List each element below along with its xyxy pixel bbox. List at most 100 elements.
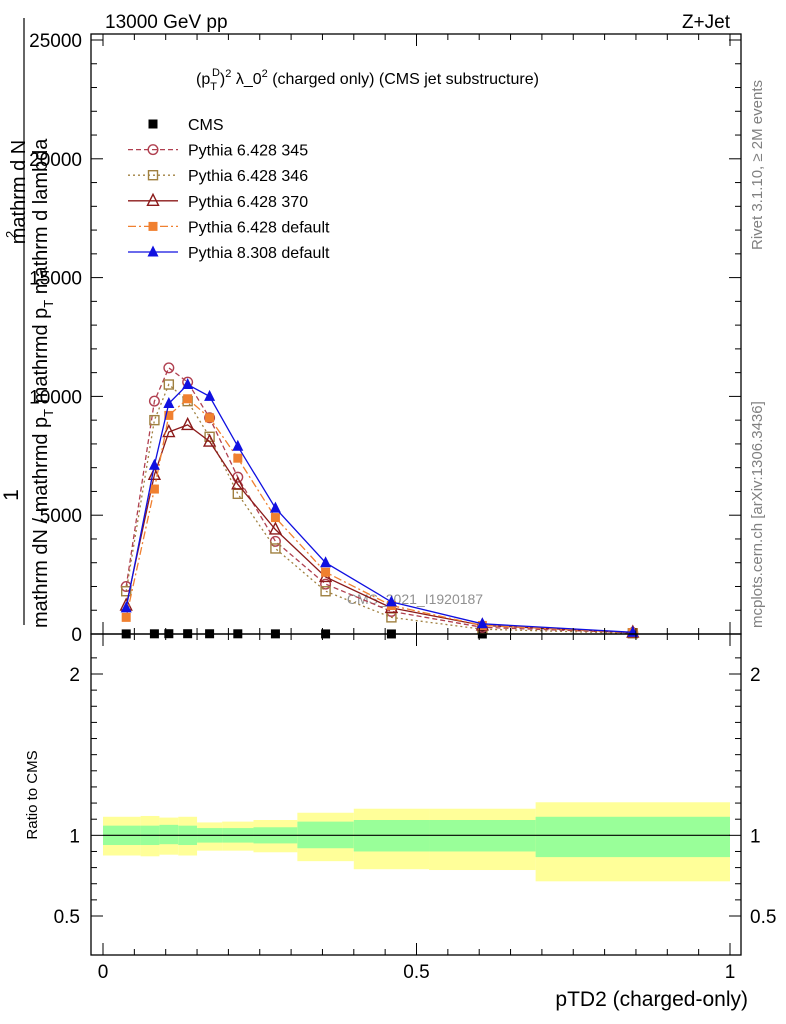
ratio-y-tick-label-right: 0.5 (750, 907, 776, 928)
legend-item: Pythia 8.308 default (128, 245, 330, 262)
y-tick-label: 0 (71, 625, 82, 646)
ratio-panel: 0.5 0.5 1 1 2 2 0 0.5 1 Ratio to CMS pTD2 (charg… (24, 633, 776, 1011)
process-label: Z+Jet (682, 12, 731, 33)
y-label-denominator: mathrm dN / mathrmd pT mathrmd pT mathrm… (30, 138, 56, 628)
data-point (163, 379, 175, 390)
series-line (125, 383, 633, 634)
data-point (204, 412, 216, 424)
plot-title: (pTD)2 λ_02 (charged only) (CMS jet subs… (196, 67, 539, 93)
y-label-part: mathrm d lambda (30, 138, 52, 300)
legend: CMS Pythia 6.428 345 Pythia 6.428 346 Pythi… (128, 117, 330, 262)
legend-label: Pythia 8.308 default (188, 245, 330, 262)
y-label-subscript: T (41, 409, 56, 417)
y-tick-label: 15000 (29, 269, 82, 290)
energy-label: 13000 GeV pp (105, 12, 228, 33)
legend-item: Pythia 6.428 370 (128, 192, 308, 211)
legend-marker (148, 119, 158, 129)
data-point (149, 484, 159, 494)
legend-marker (146, 192, 160, 207)
title-part: ) (220, 71, 225, 88)
y-tick-label: 25000 (29, 31, 82, 52)
rivet-label: Rivet 3.1.10, ≥ 2M events (749, 80, 766, 250)
y-label-part: 1 (0, 489, 23, 501)
ratio-y-tick-label-left: 0.5 (54, 907, 80, 928)
legend-label: Pythia 6.428 345 (188, 143, 308, 160)
data-point (385, 595, 397, 607)
legend-item: Pythia 6.428 default (128, 219, 330, 236)
data-point (231, 476, 245, 490)
data-point (320, 556, 332, 568)
y-tick-label: 5000 (40, 506, 82, 527)
data-point (163, 397, 175, 409)
data-point (269, 535, 281, 547)
data-point (233, 453, 243, 463)
data-point (232, 439, 244, 451)
y-label-numerator: mathrm d N (8, 140, 30, 244)
inner-band-bin (535, 816, 730, 858)
y-tick-label: 10000 (29, 387, 82, 408)
data-point (121, 612, 131, 622)
data-point (120, 601, 132, 613)
data-point (182, 378, 194, 390)
data-point (232, 488, 244, 500)
data-point (149, 414, 160, 426)
data-point (269, 501, 281, 513)
legend-item: CMS (148, 117, 224, 134)
x-tick-label: 0.5 (403, 962, 429, 983)
data-point (205, 413, 215, 423)
ratio-y-tick-label-right: 2 (750, 665, 761, 686)
y-tick-label: 20000 (29, 150, 82, 171)
legend-marker (147, 245, 159, 257)
title-part: λ_0 (231, 71, 261, 88)
legend-label: Pythia 6.428 370 (188, 194, 308, 211)
title-subscript: T (210, 81, 217, 93)
data-point (270, 513, 280, 523)
legend-label: Pythia 6.428 346 (188, 168, 308, 185)
ratio-y-tick-label-right: 1 (750, 826, 761, 847)
x-tick-label: 1 (725, 962, 736, 983)
data-point (270, 543, 281, 554)
data-point (321, 567, 331, 577)
title-superscript: D (212, 67, 220, 79)
data-point (202, 433, 217, 447)
ratio-y-label: Ratio to CMS (24, 750, 41, 839)
y-label-subscript: T (41, 300, 56, 308)
data-point (268, 521, 283, 535)
legend-item: Pythia 6.428 345 (128, 143, 308, 160)
legend-marker (147, 144, 159, 156)
mcplots-label: mcplots.cern.ch [arXiv:1306.3436] (749, 401, 766, 628)
main-panel: CMS_2021_I1920187 0500010000150002000025… (0, 18, 742, 646)
data-point (204, 389, 216, 401)
series-5 (120, 378, 639, 637)
ratio-y-tick-label-left: 2 (69, 665, 80, 686)
data-point (120, 586, 132, 597)
data-point (320, 578, 332, 590)
y-axis-label: 1 mathrm dN / mathrmd pT mathrmd pT mathr… (0, 18, 56, 628)
title-superscript: 2 (225, 68, 231, 80)
data-point (164, 410, 174, 420)
title-part: (p (196, 71, 210, 88)
data-point (148, 395, 160, 407)
ratio-plot-frame (90, 633, 742, 956)
title-superscript: 2 (262, 68, 268, 80)
y-label-superscript: 2 (3, 231, 18, 238)
y-label-part: mathrmd p (30, 308, 52, 409)
title-part: (charged only) (CMS jet substructure) (268, 71, 539, 88)
inner-band-bin (159, 824, 179, 845)
data-point (163, 362, 175, 374)
data-point (181, 416, 195, 431)
plot-title-text: (pTD)2 λ_02 (charged only) (CMS jet subs… (196, 67, 539, 93)
x-axis-label: pTD2 (charged-only) (555, 988, 748, 1011)
legend-label: Pythia 6.428 default (188, 219, 330, 236)
legend-label: CMS (188, 117, 224, 134)
series-line (125, 424, 633, 634)
x-tick-label: 0 (98, 962, 109, 983)
data-point (476, 617, 488, 629)
legend-item: Pythia 6.428 346 (128, 168, 308, 185)
series-line (125, 383, 633, 633)
data-point (162, 423, 176, 438)
data-point (183, 394, 193, 404)
y-label-part: mathrm dN / mathrmd p (30, 417, 52, 628)
data-point (320, 586, 331, 597)
